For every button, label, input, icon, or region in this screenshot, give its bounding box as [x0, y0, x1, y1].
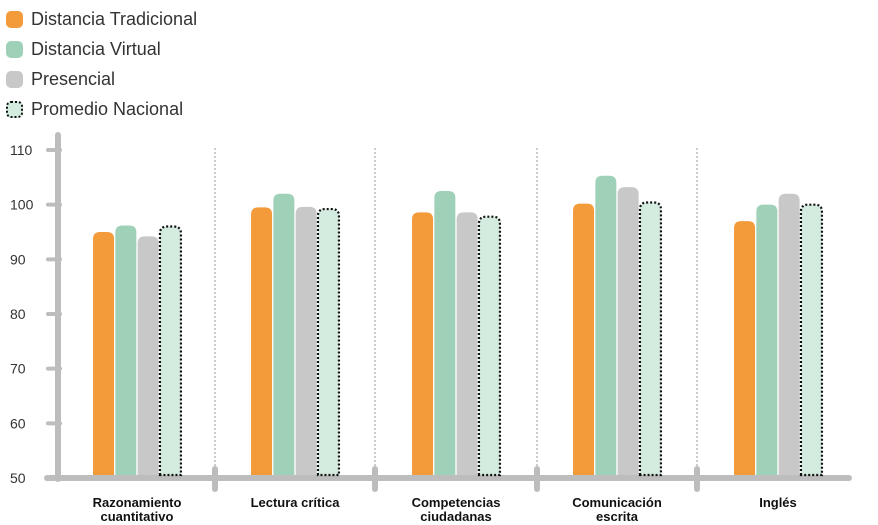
bar-distancia-tradicional	[734, 221, 756, 475]
y-tick-label: 100	[10, 197, 34, 213]
legend-label: Distancia Tradicional	[31, 8, 198, 29]
legend-swatch-distancia-tradicional	[6, 10, 23, 28]
bar-promedio-nacional	[638, 201, 663, 477]
category-label: ciudadanas	[420, 509, 492, 524]
bar-presencial	[778, 193, 800, 475]
y-axis	[55, 132, 61, 482]
category-label: Inglés	[759, 495, 797, 510]
category-label: Lectura crítica	[251, 495, 341, 510]
y-tick-label: 90	[10, 251, 26, 267]
category-label: Competencias	[412, 495, 501, 510]
bar-presencial	[137, 236, 159, 475]
legend-label: Distancia Virtual	[31, 38, 161, 59]
bar-presencial	[456, 212, 478, 475]
legend-swatch-distancia-virtual	[6, 40, 23, 58]
legend-label: Presencial	[31, 68, 116, 89]
bar-distancia-virtual	[115, 225, 137, 475]
bar-presencial	[295, 206, 317, 475]
legend: Distancia Tradicional Distancia Virtual …	[6, 4, 197, 124]
legend-item-distancia-tradicional: Distancia Tradicional	[6, 4, 197, 34]
y-tick-label: 110	[10, 142, 33, 158]
legend-item-distancia-virtual: Distancia Virtual	[6, 34, 197, 64]
bar-promedio-nacional	[477, 215, 502, 477]
bar-distancia-virtual	[595, 175, 617, 475]
x-axis	[44, 475, 852, 481]
category-label: cuantitativo	[101, 509, 174, 524]
bar-distancia-tradicional	[251, 207, 273, 475]
bar-distancia-virtual	[273, 193, 295, 475]
bar-promedio-nacional	[158, 225, 183, 477]
legend-label: Promedio Nacional	[31, 98, 184, 119]
bar-distancia-tradicional	[93, 232, 115, 475]
y-tick-label: 80	[10, 306, 26, 322]
category-label: escrita	[596, 509, 639, 524]
y-tick-label: 60	[10, 415, 26, 431]
legend-swatch-promedio-nacional	[6, 100, 23, 118]
y-tick-label: 50	[10, 470, 26, 486]
legend-item-promedio-nacional: Promedio Nacional	[6, 94, 197, 124]
category-label: Comunicación	[572, 495, 662, 510]
legend-item-presencial: Presencial	[6, 64, 197, 94]
bar-presencial	[617, 187, 639, 475]
category-label: Razonamiento	[93, 495, 182, 510]
bar-promedio-nacional	[316, 207, 341, 477]
bar-distancia-virtual	[756, 204, 778, 475]
bar-distancia-tradicional	[573, 203, 595, 475]
bar-promedio-nacional	[799, 203, 824, 477]
bar-distancia-virtual	[434, 191, 456, 475]
y-tick-label: 70	[10, 361, 26, 377]
legend-swatch-presencial	[6, 70, 23, 88]
bar-distancia-tradicional	[412, 212, 434, 475]
